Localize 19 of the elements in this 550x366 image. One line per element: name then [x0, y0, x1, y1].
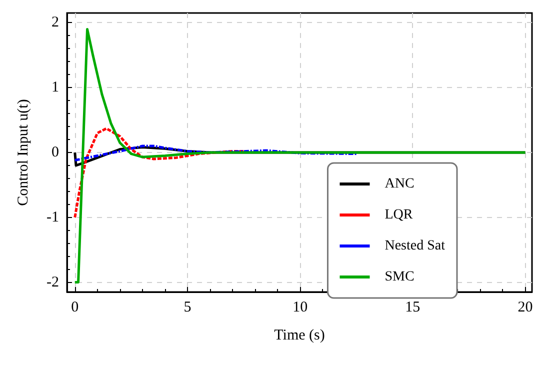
x-tick-label: 5 — [184, 300, 192, 316]
x-tick-label: 20 — [518, 300, 533, 316]
legend-label: Nested Sat — [384, 238, 446, 254]
x-tick-label: 0 — [71, 300, 79, 316]
line-series — [74, 144, 358, 162]
y-tick-label: 2 — [52, 14, 59, 31]
legend-label: ANC — [384, 176, 414, 192]
legend-label: SMC — [384, 270, 414, 284]
legend-label: LQR — [384, 208, 414, 222]
y-tick-label: 1 — [52, 80, 59, 96]
y-tick-label: -2 — [46, 274, 59, 290]
y-axis-title: Control Input u(t) — [16, 99, 32, 206]
y-tick-label: 0 — [52, 144, 59, 160]
y-tick-label: -1 — [46, 209, 59, 226]
line-series — [74, 127, 246, 219]
x-tick-label: 15 — [405, 300, 420, 316]
x-axis-title: Time (s) — [274, 328, 325, 344]
x-tick-label: 10 — [292, 300, 308, 316]
line-series — [74, 28, 526, 284]
